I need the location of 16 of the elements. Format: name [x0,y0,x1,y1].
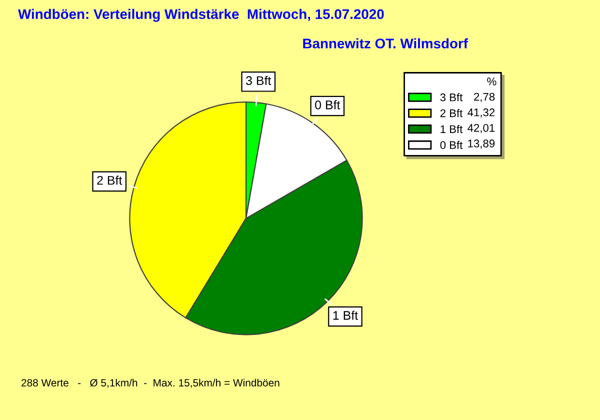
data-label: 2,78 [474,92,495,102]
data-label: 41,32 [468,108,495,118]
slice-label: 0 Bft [315,100,340,110]
slice-label: 3 Bft [246,76,272,86]
chart-title: Windböen: Verteilung Windstärke Mittwoch, 15.07.2020 [18,8,384,22]
slice-label: 1 Bft [333,310,358,320]
legend-title: % [487,78,496,86]
data-label: 42,01 [468,124,495,134]
legend-label: 2 Bft [440,109,463,118]
legend-label: 0 Bft [440,140,463,150]
legend-label: 3 Bft [440,93,463,102]
slice-label: 2 Bft [97,176,122,185]
legend-label: 1 Bft [440,124,463,134]
chart-subtitle: Bannewitz OT. Wilmsdorf [303,38,468,48]
text: 288 Werte - Ø 5,1km/h - Max. 15,5km/h = Windböen [22,378,280,388]
data-label: 13,89 [468,140,495,149]
